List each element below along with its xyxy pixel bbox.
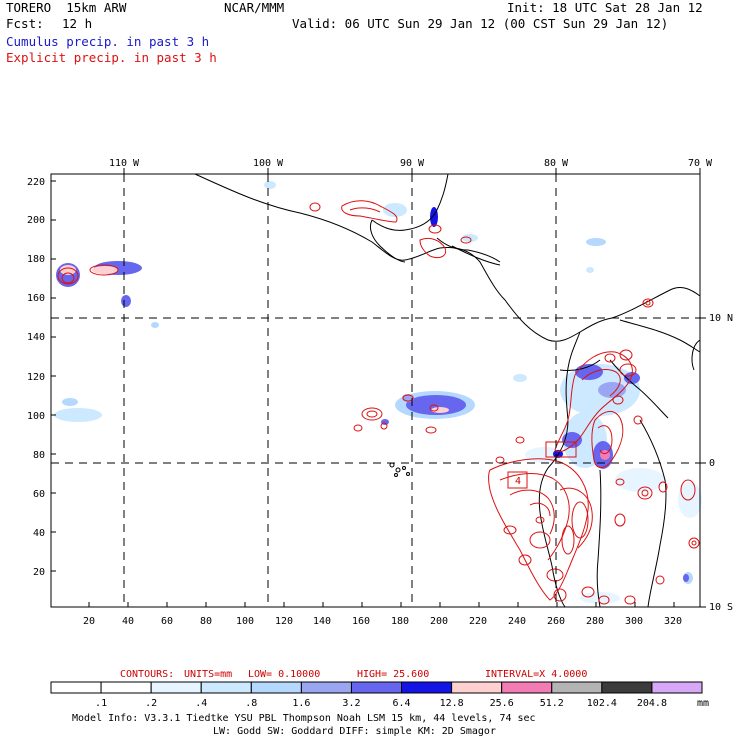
colorbar-swatch	[401, 681, 453, 694]
x-tick-label: 200	[430, 616, 448, 627]
y-tick-label: 140	[27, 332, 45, 343]
valid-time: Valid: 06 UTC Sun 29 Jan 12 (00 CST Sun …	[292, 16, 669, 31]
physics-info-line: LW: Godd SW: Goddard DIFF: simple KM: 2D…	[213, 726, 496, 737]
bottom-grid-labels: 20 40 60 80 100 120 140 160 180 200 220 …	[83, 616, 682, 627]
organization: NCAR/MMM	[224, 0, 285, 15]
contours-units: UNITS=mm	[184, 669, 232, 680]
lon-label-90w: 90 W	[400, 158, 425, 169]
model-info-line: Model Info: V3.3.1 Tiedtke YSU PBL Thomp…	[72, 713, 536, 724]
lon-label-80w: 80 W	[544, 158, 569, 169]
colorbar-swatch	[50, 681, 102, 694]
y-tick-label: 40	[33, 528, 45, 539]
colorbar-swatch	[651, 681, 703, 694]
legend-explicit: Explicit precip. in past 3 h	[6, 50, 217, 65]
lat-label-10n: 10 N	[709, 313, 733, 324]
y-tick-label: 200	[27, 215, 45, 226]
x-tick-label: 320	[664, 616, 682, 627]
lon-label-100w: 100 W	[253, 158, 284, 169]
x-tick-label: 100	[236, 616, 254, 627]
x-tick-label: 140	[313, 616, 331, 627]
colorbar-swatch	[300, 681, 352, 694]
colorbar-tick-label: 25.6	[490, 698, 514, 709]
lon-label-110w: 110 W	[109, 158, 140, 169]
colorbar-tick-label: .8	[245, 698, 257, 709]
colorbar-tick-label: 1.6	[292, 698, 310, 709]
left-grid-labels: 220 200 180 160 140 120 100 80 60 40 20	[27, 177, 45, 578]
colorbar-swatch	[501, 681, 553, 694]
y-tick-label: 160	[27, 293, 45, 304]
model-name: TORERO 15km ARW	[6, 0, 127, 15]
colorbar-swatch	[451, 681, 503, 694]
colorbar-tick-label: 12.8	[440, 698, 464, 709]
x-tick-label: 220	[469, 616, 487, 627]
colorbar-swatch	[551, 681, 603, 694]
lat-label-10s: 10 S	[709, 602, 733, 613]
colorbar-swatch	[100, 681, 152, 694]
lat-label-0: 0	[709, 458, 715, 469]
legend-cumulus: Cumulus precip. in past 3 h	[6, 34, 210, 49]
colorbar-tick-label: .2	[145, 698, 157, 709]
left-axis-ticks	[51, 180, 56, 572]
colorbar-swatch	[250, 681, 302, 694]
x-tick-label: 240	[508, 616, 526, 627]
y-tick-label: 220	[27, 177, 45, 188]
colorbar-swatch	[350, 681, 403, 694]
axis-ticks	[123, 168, 706, 608]
forecast-hour: 12 h	[62, 16, 93, 31]
colorbar-swatch	[150, 681, 202, 694]
contours-high: HIGH= 25.600	[357, 669, 429, 680]
colorbar-unit: mm	[697, 698, 709, 709]
y-tick-label: 60	[33, 489, 45, 500]
y-tick-label: 80	[33, 450, 45, 461]
x-tick-label: 300	[625, 616, 643, 627]
explicit-heavy-fills	[60, 265, 610, 460]
y-tick-label: 20	[33, 567, 45, 578]
bottom-axis-ticks	[88, 602, 675, 607]
contours-label: CONTOURS:	[120, 669, 174, 680]
colorbar: .1 .2 .4 .8 1.6 3.2 6.4 12.8 25.6 51.2 102.4 204.8	[50, 681, 703, 709]
x-tick-label: 280	[586, 616, 604, 627]
y-tick-label: 100	[27, 411, 45, 422]
x-tick-label: 20	[83, 616, 95, 627]
colorbar-swatch	[601, 681, 653, 694]
contours-low: LOW= 0.10000	[248, 669, 320, 680]
x-tick-label: 80	[200, 616, 212, 627]
colorbar-tick-label: 3.2	[342, 698, 360, 709]
y-tick-label: 120	[27, 372, 45, 383]
colorbar-swatch	[200, 681, 252, 694]
forecast-label: Fcst:	[6, 16, 44, 31]
galapagos-islands	[389, 462, 410, 477]
init-time: Init: 18 UTC Sat 28 Jan 12	[507, 0, 703, 15]
coastlines	[194, 173, 701, 608]
colorbar-tick-label: .1	[95, 698, 107, 709]
lon-label-70w: 70 W	[688, 158, 713, 169]
x-tick-label: 60	[161, 616, 173, 627]
x-tick-label: 260	[547, 616, 565, 627]
domain-box-4	[507, 471, 528, 489]
colorbar-tick-label: .4	[195, 698, 207, 709]
x-tick-label: 40	[122, 616, 134, 627]
y-tick-label: 180	[27, 254, 45, 265]
x-tick-label: 180	[391, 616, 409, 627]
colorbar-tick-label: 6.4	[393, 698, 411, 709]
domain-box-label: 4	[515, 476, 521, 487]
colorbar-tick-label: 204.8	[637, 698, 667, 709]
lat-lon-grid	[51, 174, 700, 607]
colorbar-tick-label: 51.2	[540, 698, 564, 709]
contours-interval: INTERVAL=X 4.0000	[485, 669, 587, 680]
x-tick-label: 160	[352, 616, 370, 627]
x-tick-label: 120	[275, 616, 293, 627]
colorbar-tick-label: 102.4	[587, 698, 617, 709]
nested-domain-boxes	[507, 441, 577, 489]
